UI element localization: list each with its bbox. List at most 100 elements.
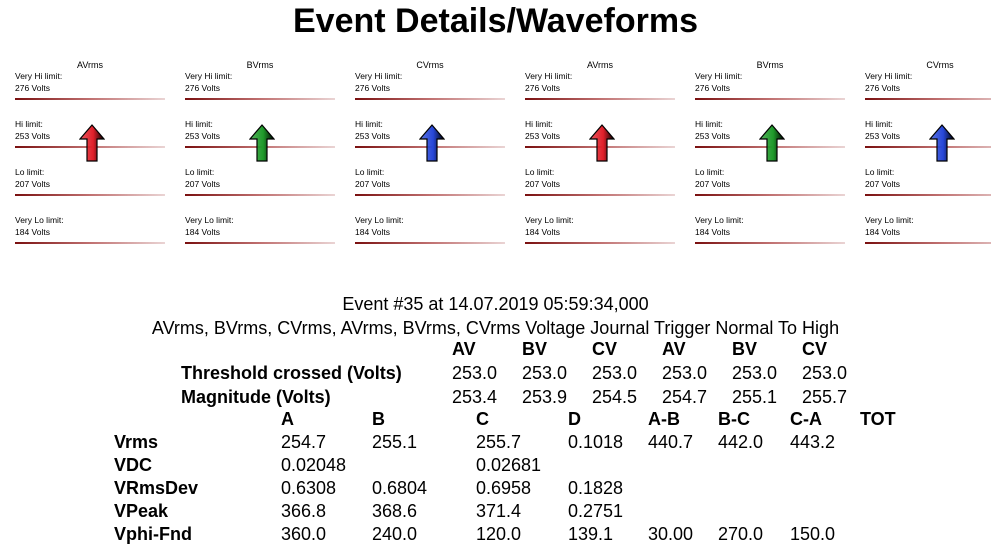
limit-line <box>525 242 675 244</box>
limit-label: Hi limit: <box>865 119 893 129</box>
limit-label: Hi limit: <box>15 119 43 129</box>
measure-cell: 0.02048 <box>281 455 347 475</box>
threshold-cell: 253.0 <box>662 363 708 383</box>
limit-label: Hi limit: <box>355 119 383 129</box>
limit-label: Very Lo limit: <box>355 215 404 225</box>
limit-line <box>865 98 991 100</box>
limit-label: Very Lo limit: <box>525 215 574 225</box>
limit-value: 276 Volts <box>355 83 390 93</box>
measure-cell: 0.02681 <box>476 455 542 475</box>
limit-level: Lo limit: 207 Volts <box>865 166 991 198</box>
limit-level: Hi limit: 253 Volts <box>865 118 991 150</box>
limit-label: Very Hi limit: <box>15 71 63 81</box>
arrow-up-icon <box>759 124 785 162</box>
limit-label: Very Hi limit: <box>355 71 403 81</box>
measure-column-header: A <box>281 409 294 429</box>
limit-value: 253 Volts <box>695 131 730 141</box>
threshold-cell: 253.4 <box>452 387 498 407</box>
limit-line <box>185 194 335 196</box>
threshold-column-header: CV <box>802 339 828 359</box>
limit-line <box>355 242 505 244</box>
limit-level: Very Lo limit: 184 Volts <box>355 214 505 246</box>
limit-label: Lo limit: <box>185 167 215 177</box>
limit-level: Very Lo limit: 184 Volts <box>15 214 165 246</box>
threshold-cell: 254.7 <box>662 387 708 407</box>
limit-line <box>355 98 505 100</box>
limit-value: 207 Volts <box>355 179 390 189</box>
limit-label: Very Lo limit: <box>695 215 744 225</box>
limit-value: 276 Volts <box>185 83 220 93</box>
threshold-cell: 253.0 <box>452 363 498 383</box>
limit-line <box>15 98 165 100</box>
limit-value: 207 Volts <box>695 179 730 189</box>
measure-cell: 0.6804 <box>372 478 428 498</box>
limit-level: Very Lo limit: 184 Volts <box>865 214 991 246</box>
limit-value: 207 Volts <box>185 179 220 189</box>
limit-label: Hi limit: <box>525 119 553 129</box>
arrow-up-icon <box>419 124 445 162</box>
measure-row-label: VDC <box>114 455 153 475</box>
limit-value: 184 Volts <box>865 227 900 237</box>
limit-line <box>185 242 335 244</box>
limit-line <box>865 194 991 196</box>
limit-label: Lo limit: <box>695 167 725 177</box>
limit-panel: CVrms Very Hi limit: 276 Volts Hi limit: 253… <box>865 58 991 248</box>
limit-line <box>525 194 675 196</box>
measure-cell: 360.0 <box>281 524 327 544</box>
measure-cell: 150.0 <box>790 524 836 544</box>
measure-cell: 120.0 <box>476 524 522 544</box>
threshold-row-label: Magnitude (Volts) <box>181 387 331 407</box>
measure-column-header: TOT <box>860 409 896 429</box>
measure-cell: 440.7 <box>648 432 694 452</box>
measure-row-label: VPeak <box>114 501 169 521</box>
arrow-up-icon <box>79 124 105 162</box>
limit-label: Very Lo limit: <box>185 215 234 225</box>
measure-cell: 240.0 <box>372 524 418 544</box>
threshold-cell: 253.0 <box>592 363 638 383</box>
limit-line <box>185 98 335 100</box>
limit-value: 253 Volts <box>355 131 390 141</box>
measure-cell: 255.1 <box>372 432 418 452</box>
limit-line <box>865 242 991 244</box>
limit-label: Hi limit: <box>185 119 213 129</box>
limit-panel: BVrms Very Hi limit: 276 Volts Hi limit: 253… <box>695 58 845 248</box>
limit-panel: BVrms Very Hi limit: 276 Volts Hi limit: 253… <box>185 58 335 248</box>
limit-label: Very Hi limit: <box>865 71 913 81</box>
measure-cell: 139.1 <box>568 524 614 544</box>
measure-row-label: VRmsDev <box>114 478 199 498</box>
limit-level: Lo limit: 207 Volts <box>695 166 845 198</box>
limit-value: 184 Volts <box>355 227 390 237</box>
threshold-cell: 255.7 <box>802 387 848 407</box>
threshold-row-label: Threshold crossed (Volts) <box>181 363 402 383</box>
limit-level: Very Hi limit: 276 Volts <box>355 70 505 102</box>
limit-panel: CVrms Very Hi limit: 276 Volts Hi limit: 253… <box>355 58 505 248</box>
limit-level: Very Hi limit: 276 Volts <box>865 70 991 102</box>
threshold-cell: 254.5 <box>592 387 638 407</box>
event-header: Event #35 at 14.07.2019 05:59:34,000 <box>342 294 649 314</box>
limit-level: Very Lo limit: 184 Volts <box>525 214 675 246</box>
panel-phase-label: AVrms <box>587 60 613 70</box>
limit-label: Lo limit: <box>15 167 45 177</box>
limit-value: 207 Volts <box>15 179 50 189</box>
measure-cell: 255.7 <box>476 432 522 452</box>
measure-row-label: Vphi-Fnd <box>114 524 192 544</box>
measure-cell: 0.2751 <box>568 501 624 521</box>
limit-line <box>355 194 505 196</box>
limit-line <box>525 98 675 100</box>
panel-phase-label: CVrms <box>416 60 444 70</box>
measure-column-header: D <box>568 409 581 429</box>
limit-line <box>15 194 165 196</box>
arrow-up-icon <box>929 124 955 162</box>
threshold-column-header: BV <box>732 339 758 359</box>
arrow-up-icon <box>589 124 615 162</box>
arrow-up-icon <box>249 124 275 162</box>
limit-value: 207 Volts <box>525 179 560 189</box>
measure-column-header: C-A <box>790 409 822 429</box>
threshold-cell: 253.0 <box>802 363 848 383</box>
limit-label: Very Hi limit: <box>695 71 743 81</box>
limit-level: Lo limit: 207 Volts <box>185 166 335 198</box>
limit-label: Lo limit: <box>865 167 895 177</box>
limit-line <box>695 194 845 196</box>
limit-value: 184 Volts <box>525 227 560 237</box>
threshold-column-header: CV <box>592 339 618 359</box>
